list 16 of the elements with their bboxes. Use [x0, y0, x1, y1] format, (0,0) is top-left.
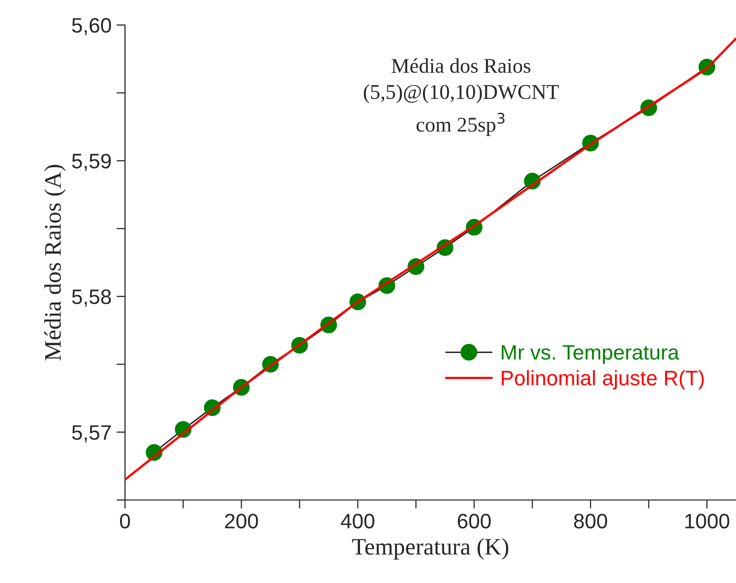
annotation: Média dos Raios (5,5)@(10,10)DWCNT com 25sp$^{3}$ — [364, 58, 559, 136]
line-series — [125, 37, 736, 481]
y-tick-label: 5,58 — [72, 289, 111, 307]
x-tick-label: 800 — [574, 514, 608, 528]
x-tick-label: 400 — [340, 514, 374, 528]
x-tick-label: 600 — [458, 514, 491, 528]
y-tick-label: 5,57 — [72, 425, 111, 442]
y-tick-label: 5,59 — [72, 154, 111, 171]
y-axis-title: Média dos Raios (A) — [44, 164, 66, 361]
y-tick-label: 5,60 — [72, 18, 111, 36]
x-axis-title: Temperatura (K) — [352, 538, 508, 560]
x-tick-label: 1000 — [685, 514, 730, 528]
x-tick-label: 200 — [225, 514, 258, 528]
x-tick-label: 0 — [120, 514, 130, 528]
legend-label: Polinomial ajuste R(T) — [502, 370, 704, 390]
legend-label: Mr vs. Temperatura — [502, 345, 680, 364]
